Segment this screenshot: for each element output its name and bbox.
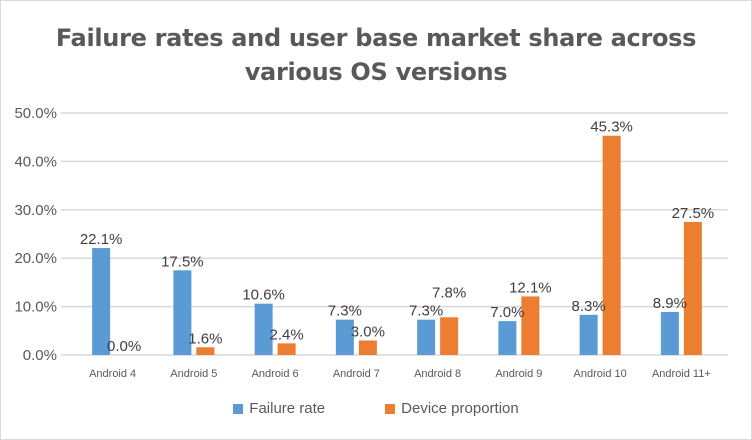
y-tick-label: 0.0%	[23, 347, 57, 364]
bar-failure-rate	[660, 311, 679, 355]
data-label: 2.4%	[270, 326, 304, 343]
data-label: 27.5%	[672, 205, 715, 222]
bar-device-proportion	[521, 296, 540, 355]
data-label: 22.1%	[80, 231, 123, 248]
x-tick-label: Android 7	[333, 368, 380, 380]
bar-device-proportion	[440, 317, 459, 355]
legend: Failure rate Device proportion	[1, 400, 751, 417]
x-tick-label: Android 8	[414, 368, 461, 380]
y-tick-label: 20.0%	[14, 250, 57, 267]
bar-device-proportion	[196, 347, 215, 355]
x-tick-label: Android 4	[89, 368, 136, 380]
bar-failure-rate	[254, 303, 273, 355]
data-label: 7.3%	[409, 303, 443, 320]
data-label: 8.9%	[653, 295, 687, 312]
legend-item-device-proportion[interactable]: Device proportion	[385, 400, 519, 417]
data-label: 1.6%	[188, 330, 222, 347]
bar-failure-rate	[173, 270, 192, 355]
data-label: 10.6%	[242, 287, 285, 304]
data-label: 0.0%	[107, 338, 141, 355]
x-tick-label: Android 10	[574, 368, 627, 380]
legend-item-failure-rate[interactable]: Failure rate	[233, 400, 325, 417]
chart-title-line-1: Failure rates and user base market share…	[55, 24, 697, 52]
x-tick-label: Android 11+	[652, 368, 711, 380]
data-label: 7.8%	[432, 285, 466, 302]
y-tick-label: 40.0%	[14, 153, 57, 170]
data-label: 7.3%	[328, 303, 362, 320]
data-label: 3.0%	[351, 323, 385, 340]
chart-title-line-2: various OS versions	[244, 58, 508, 86]
legend-label: Device proportion	[401, 400, 519, 417]
bar-failure-rate	[498, 321, 517, 355]
bar-device-proportion	[358, 340, 377, 355]
chart-title: Failure rates and user base market share…	[1, 21, 751, 89]
bar-device-proportion	[602, 135, 621, 355]
y-tick-label: 10.0%	[14, 299, 57, 316]
data-label: 8.3%	[572, 298, 606, 315]
x-tick-label: Android 5	[170, 368, 217, 380]
data-label: 45.3%	[590, 119, 633, 136]
bar-device-proportion	[277, 343, 296, 355]
legend-swatch-device-proportion	[385, 403, 396, 414]
x-tick-label: Android 9	[495, 368, 542, 380]
bar-failure-rate	[335, 319, 354, 355]
legend-label: Failure rate	[249, 400, 326, 417]
data-label: 17.5%	[161, 253, 204, 270]
legend-swatch-failure-rate	[233, 403, 244, 414]
bar-device-proportion	[683, 221, 702, 355]
y-tick-label: 30.0%	[14, 202, 57, 219]
y-tick-label: 50.0%	[14, 105, 57, 122]
data-label: 12.1%	[509, 279, 552, 296]
x-tick-label: Android 6	[252, 368, 299, 380]
bar-failure-rate	[579, 314, 598, 355]
data-label: 7.0%	[490, 304, 524, 321]
bar-failure-rate	[417, 319, 436, 355]
bar-failure-rate	[92, 248, 111, 355]
